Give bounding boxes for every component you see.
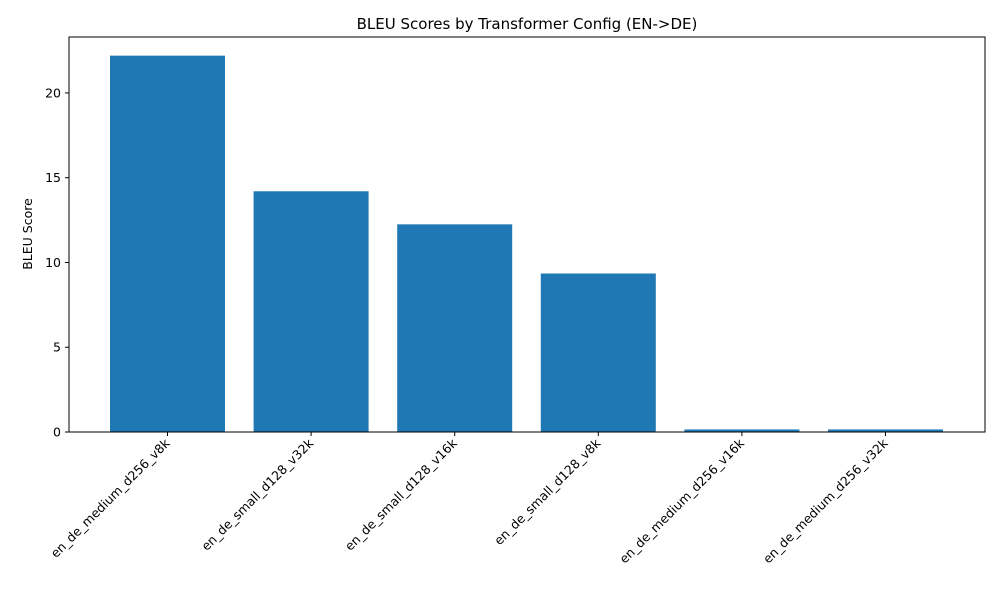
y-axis-label: BLEU Score — [20, 198, 35, 270]
y-tick-label-15: 15 — [45, 170, 61, 185]
x-tick-label-en_de_medium_d256_v32k: en_de_medium_d256_v32k — [760, 435, 891, 566]
plot-area — [68, 36, 986, 433]
x-tick-label-en_de_medium_d256_v8k: en_de_medium_d256_v8k — [47, 435, 173, 561]
bar-en_de_medium_d256_v32k — [828, 429, 943, 432]
y-axis: 0 5 10 15 20 — [45, 85, 69, 440]
bar-en_de_small_d128_v32k — [253, 191, 369, 432]
x-tick-label-en_de_medium_d256_v16k: en_de_medium_d256_v16k — [616, 435, 747, 566]
x-axis: en_de_medium_d256_v8k en_de_small_d128_v3… — [47, 432, 891, 566]
chart-title: BLEU Scores by Transformer Config (EN->D… — [357, 15, 698, 33]
y-tick-label-0: 0 — [53, 425, 61, 440]
y-tick-label-20: 20 — [45, 85, 61, 100]
y-tick-label-10: 10 — [45, 255, 61, 270]
x-tick-label-en_de_small_d128_v32k: en_de_small_d128_v32k — [198, 435, 317, 554]
bar-en_de_medium_d256_v8k — [110, 55, 225, 433]
plot-frame — [68, 36, 986, 433]
bar-en_de_medium_d256_v16k — [684, 429, 800, 432]
bar-en_de_small_d128_v16k — [397, 224, 513, 432]
x-tick-label-en_de_small_d128_v8k: en_de_small_d128_v8k — [491, 435, 604, 548]
x-tick-label-en_de_small_d128_v16k: en_de_small_d128_v16k — [342, 435, 461, 554]
y-tick-label-5: 5 — [53, 340, 61, 355]
bar-en_de_small_d128_v8k — [540, 273, 656, 432]
